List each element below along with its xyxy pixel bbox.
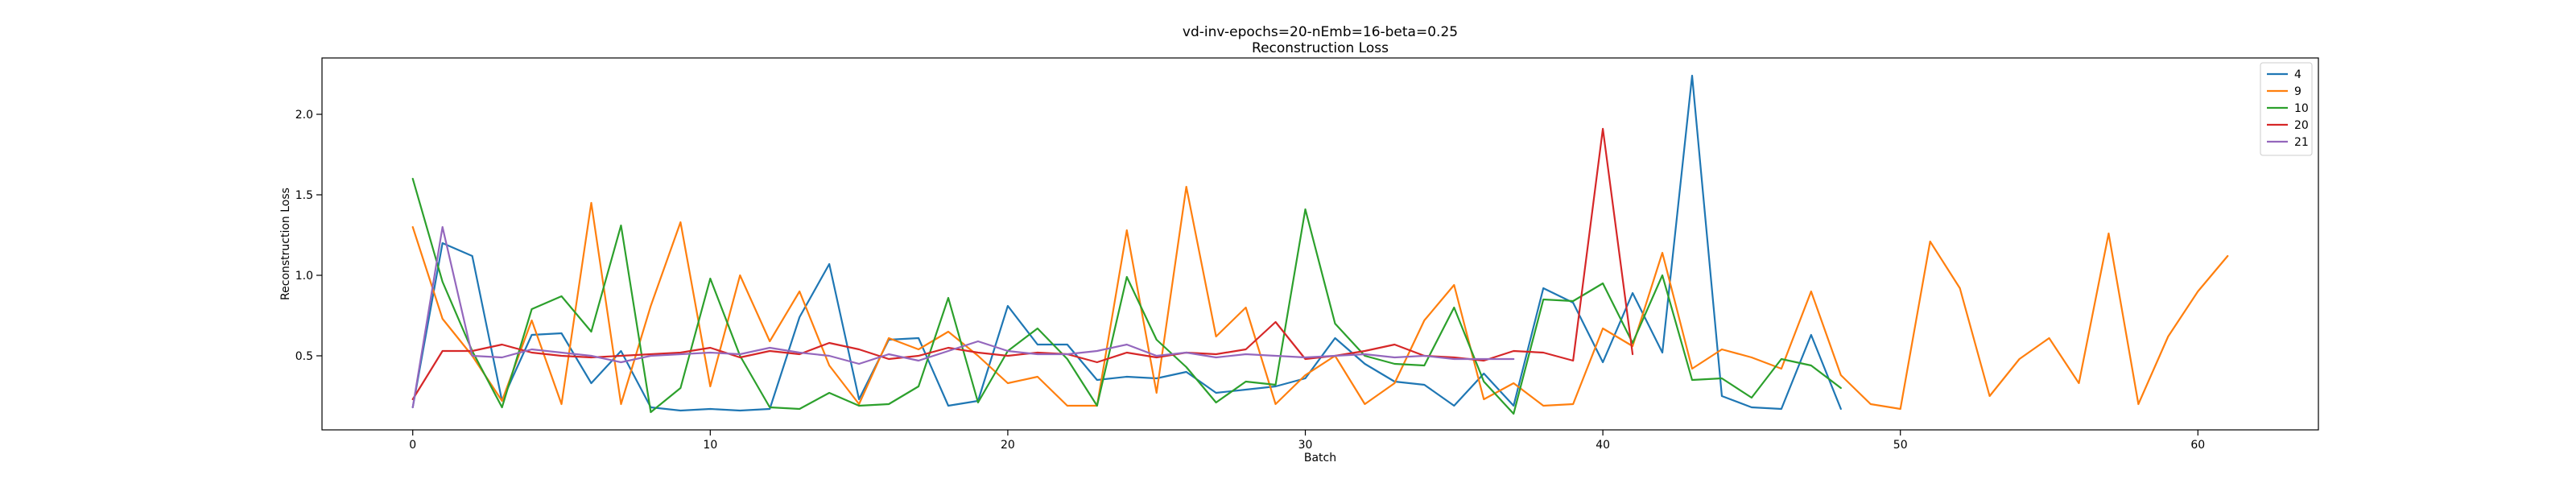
x-tick-label: 40 — [1596, 439, 1610, 452]
x-axis-ticks: 0 10 20 30 40 50 60 — [409, 430, 2205, 452]
series-line-21 — [411, 225, 1515, 409]
y-axis-label: Reconstruction Loss — [279, 188, 292, 300]
x-tick-label: 60 — [2190, 439, 2205, 452]
x-tick-label: 30 — [1298, 439, 1313, 452]
y-axis-ticks: 0.5 1.0 1.5 2.0 — [295, 109, 322, 363]
legend-label-4: 4 — [2294, 68, 2301, 81]
series-line-10 — [411, 177, 1842, 415]
legend-label-10: 10 — [2294, 102, 2309, 115]
y-tick-label: 1.0 — [295, 270, 313, 283]
chart-title: vd-inv-epochs=20-nEmb=16-beta=0.25 — [1183, 24, 1458, 40]
axes-frame — [321, 57, 2319, 431]
legend-label-9: 9 — [2294, 85, 2301, 98]
legend-label-21: 21 — [2294, 136, 2309, 149]
chart-subtitle: Reconstruction Loss — [1252, 40, 1389, 56]
x-axis-label: Batch — [1304, 452, 1336, 464]
plot-area — [411, 74, 2229, 415]
x-tick-label: 0 — [409, 439, 416, 452]
legend-box — [2260, 62, 2313, 156]
legend-label-20: 20 — [2294, 119, 2309, 132]
x-tick-label: 20 — [1001, 439, 1015, 452]
x-tick-label: 10 — [703, 439, 717, 452]
y-tick-label: 0.5 — [295, 350, 313, 363]
series-line-9 — [411, 185, 2229, 411]
x-tick-label: 50 — [1893, 439, 1908, 452]
y-tick-label: 2.0 — [295, 109, 313, 122]
legend: 4 9 10 20 21 — [2260, 62, 2313, 156]
y-tick-label: 1.5 — [295, 189, 313, 202]
